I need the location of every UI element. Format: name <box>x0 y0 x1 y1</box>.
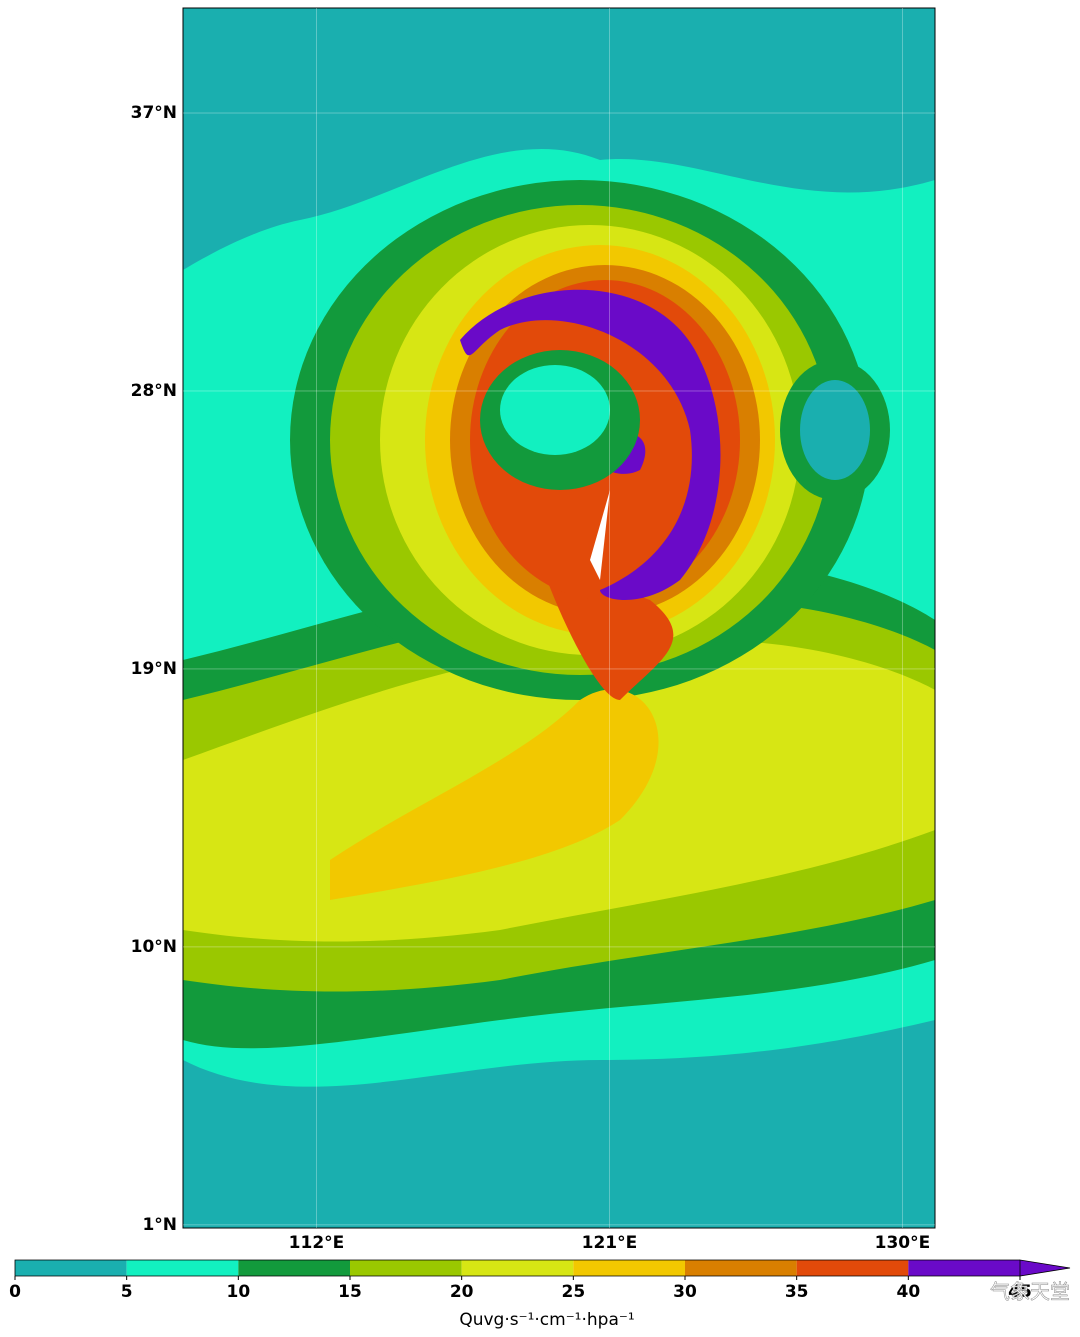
colorbar-tick-label: 10 <box>226 1282 250 1302</box>
colorbar-tick-label: 40 <box>896 1282 920 1302</box>
lon-tick-label: 112°E <box>289 1233 345 1253</box>
colorbar-bin <box>573 1260 685 1276</box>
colorbar-tick-label: 30 <box>673 1282 697 1302</box>
map-field <box>183 8 935 1228</box>
colorbar-tick-label: 0 <box>9 1282 21 1302</box>
colorbar-tick-label: 45 <box>1008 1282 1032 1302</box>
colorbar-label: Quvg·s⁻¹·cm⁻¹·hpa⁻¹ <box>459 1310 634 1330</box>
colorbar-bin <box>238 1260 350 1276</box>
colorbar-bin <box>796 1260 909 1276</box>
colorbar-bin <box>685 1260 797 1276</box>
lat-tick-label: 28°N <box>131 381 177 401</box>
colorbar-bin <box>126 1260 239 1276</box>
lat-tick-label: 1°N <box>142 1215 177 1235</box>
colorbar-tick-label: 20 <box>450 1282 474 1302</box>
colorbar-extension <box>1019 1259 1071 1277</box>
colorbar-bin <box>461 1260 574 1276</box>
colorbar-bin <box>350 1260 462 1276</box>
colorbar-frame <box>14 1259 1020 1277</box>
colorbar-tick-label: 25 <box>561 1282 585 1302</box>
lat-tick-label: 37°N <box>131 103 177 123</box>
lon-tick-label: 130°E <box>875 1233 931 1253</box>
colorbar-bin <box>908 1260 1020 1276</box>
lat-tick-label: 19°N <box>131 659 177 679</box>
colorbar-tick-label: 35 <box>785 1282 809 1302</box>
lat-tick-label: 10°N <box>131 937 177 957</box>
map-frame <box>182 7 936 1229</box>
lon-tick-label: 121°E <box>582 1233 638 1253</box>
colorbar-bin <box>15 1260 127 1276</box>
watermark: 气象天堂 <box>990 1280 1070 1304</box>
colorbar-tick-label: 15 <box>338 1282 362 1302</box>
colorbar-tick-label: 5 <box>121 1282 133 1302</box>
